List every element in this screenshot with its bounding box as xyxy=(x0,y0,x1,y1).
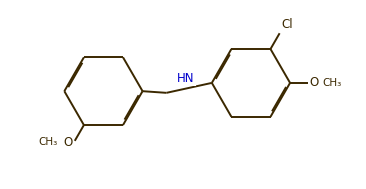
Text: HN: HN xyxy=(177,72,195,85)
Text: CH₃: CH₃ xyxy=(38,137,57,147)
Text: CH₃: CH₃ xyxy=(322,78,341,88)
Text: O: O xyxy=(63,136,72,149)
Text: Cl: Cl xyxy=(281,18,293,31)
Text: O: O xyxy=(310,76,319,89)
